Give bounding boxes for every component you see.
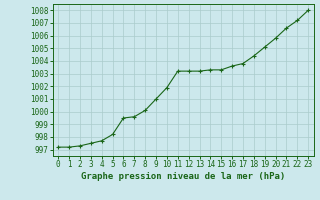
X-axis label: Graphe pression niveau de la mer (hPa): Graphe pression niveau de la mer (hPa) <box>81 172 285 181</box>
